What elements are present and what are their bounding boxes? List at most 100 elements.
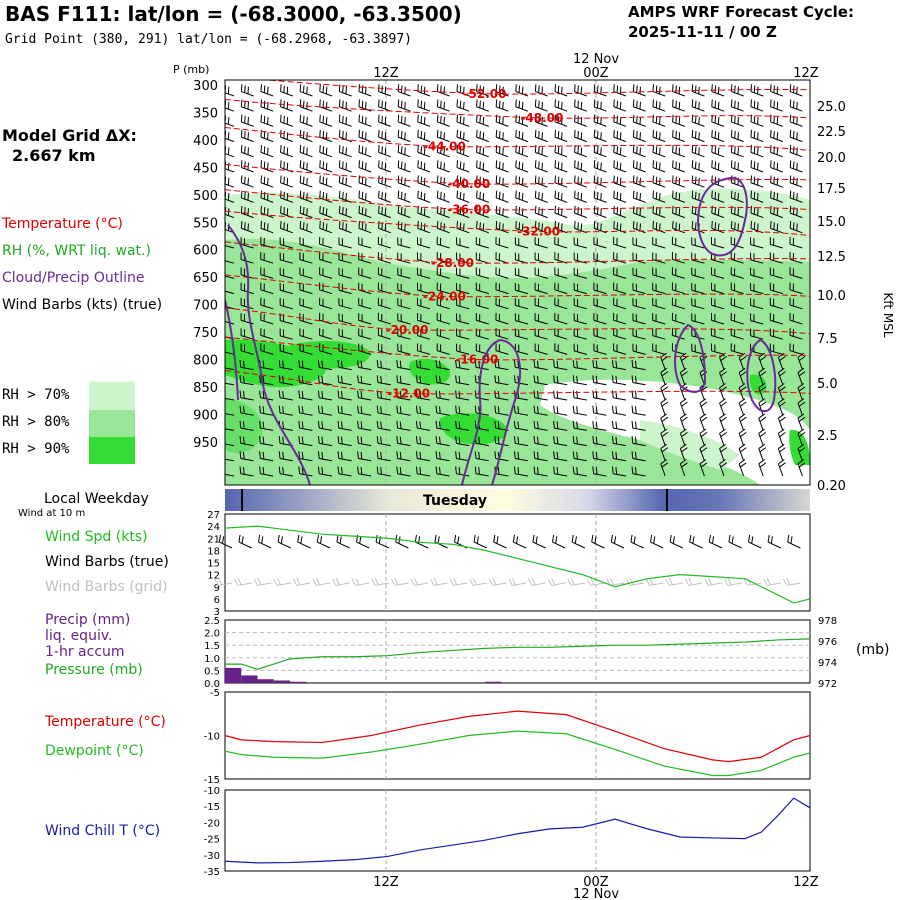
wind-barb bbox=[298, 436, 313, 447]
wind-barb bbox=[574, 129, 587, 143]
wind-barbs-true-label: Wind Barbs (true) bbox=[45, 554, 169, 570]
wind-barb bbox=[672, 190, 685, 203]
precip-tick-label: 2.5 bbox=[204, 616, 220, 627]
wind-barb bbox=[495, 297, 509, 310]
isotherm-label: -20.00 bbox=[386, 323, 429, 337]
height-tick-label: 17.5 bbox=[817, 182, 846, 197]
pressure-axis-title: P (mb) bbox=[173, 63, 209, 76]
wind-barb bbox=[357, 390, 372, 401]
wind-barb bbox=[436, 343, 450, 355]
wind-barb bbox=[797, 383, 806, 401]
wind-barb bbox=[711, 145, 725, 158]
temp-tick-label: -10 bbox=[204, 732, 220, 743]
wind-barb bbox=[435, 466, 450, 477]
wind-barb bbox=[436, 190, 450, 203]
height-tick-label: 5.0 bbox=[817, 377, 838, 392]
wind-barb bbox=[317, 405, 333, 416]
wind-barb bbox=[777, 459, 786, 477]
isotherm-label: -36.00 bbox=[447, 203, 490, 217]
wind-barb bbox=[225, 457, 235, 462]
wind-barb bbox=[547, 578, 566, 586]
wind-barb bbox=[396, 405, 411, 416]
wind-barb bbox=[719, 367, 727, 385]
wind-barb bbox=[378, 205, 391, 219]
wind-barb bbox=[495, 160, 509, 173]
wind-barb bbox=[319, 160, 333, 173]
wind-barb bbox=[533, 466, 548, 477]
wind-barb bbox=[376, 420, 391, 431]
vertical-profile-panel: -52.00 -48.00 -44.00 -40.00 -36.00 -32.00 -28.… bbox=[224, 79, 811, 486]
pressure-right-tick-label: 972 bbox=[818, 679, 837, 690]
wind-barb bbox=[278, 360, 293, 371]
wind-barb bbox=[574, 190, 587, 203]
wind-barb bbox=[260, 282, 274, 295]
isotherm-label: -16.00 bbox=[455, 353, 498, 367]
wind-barb bbox=[378, 114, 391, 127]
wind-barb bbox=[455, 466, 470, 477]
wind-barb bbox=[777, 398, 786, 416]
wind-barb bbox=[415, 466, 431, 477]
wind-tick-label: 27 bbox=[207, 510, 220, 521]
precip-bars bbox=[225, 667, 502, 683]
wind-barb bbox=[299, 114, 313, 127]
wind-barb bbox=[672, 175, 685, 188]
wind-barb bbox=[671, 282, 685, 295]
wind-barb bbox=[436, 282, 450, 295]
wind-barb bbox=[396, 466, 411, 477]
wind-barb bbox=[493, 534, 507, 549]
wind-barb bbox=[417, 145, 431, 158]
legend-rh70-swatch bbox=[89, 382, 135, 410]
wind-barb bbox=[672, 205, 685, 219]
wind-barb bbox=[280, 175, 293, 188]
wind-barb bbox=[214, 578, 233, 586]
wind-barb bbox=[704, 578, 723, 586]
wind-barb bbox=[574, 221, 587, 234]
wind-barb bbox=[750, 145, 764, 158]
wind-barb bbox=[456, 328, 470, 340]
pressure-tick-label: 400 bbox=[193, 134, 218, 149]
wind-barb bbox=[650, 534, 664, 549]
wind-barb bbox=[631, 375, 646, 386]
wind-barb bbox=[652, 129, 666, 143]
wind-barb bbox=[630, 534, 644, 549]
precip-labels: Precip (mm) liq. equiv. 1-hr accum bbox=[45, 612, 130, 660]
wind-barb bbox=[319, 99, 333, 112]
wind-barb bbox=[730, 267, 744, 279]
wind-barb bbox=[758, 383, 767, 401]
wind-barb bbox=[278, 451, 293, 462]
wind-barb bbox=[554, 297, 568, 310]
wind-barb bbox=[455, 436, 470, 447]
wind-barb bbox=[769, 237, 783, 249]
precip-tick-label: 1.0 bbox=[204, 654, 220, 665]
wind-barb bbox=[417, 190, 431, 203]
wind-barb bbox=[260, 252, 274, 264]
wind-barb bbox=[417, 343, 431, 355]
legend-wind-barbs: Wind Barbs (kts) (true) bbox=[2, 297, 163, 313]
precip-bar bbox=[290, 681, 307, 683]
wind-barb bbox=[632, 328, 646, 340]
temp-tick-label: -5 bbox=[210, 688, 220, 699]
wind-barb bbox=[317, 420, 333, 431]
wind-barb bbox=[319, 282, 333, 295]
isotherm-label: -28.00 bbox=[431, 256, 474, 270]
wind-barb bbox=[476, 175, 489, 188]
wind-barb bbox=[298, 390, 313, 401]
cloud-outline-1 bbox=[227, 224, 311, 485]
wind-barb bbox=[338, 99, 352, 112]
wind-barb bbox=[456, 267, 470, 279]
pressure-tick-label: 950 bbox=[193, 436, 218, 451]
wind-barb bbox=[240, 84, 254, 97]
wind-barb bbox=[469, 578, 487, 586]
wind-barb bbox=[611, 375, 627, 386]
wind-barb bbox=[719, 413, 727, 431]
wind-barb bbox=[593, 129, 607, 143]
wind-barb bbox=[319, 236, 333, 249]
wind-barb bbox=[417, 297, 431, 310]
pressure-tick-label: 650 bbox=[193, 271, 218, 286]
wind-barb bbox=[719, 459, 727, 477]
wind-barb bbox=[534, 252, 548, 264]
wind-barb bbox=[711, 297, 725, 310]
wind-barb bbox=[789, 343, 803, 355]
wind-barb bbox=[553, 375, 568, 386]
wind-barb bbox=[494, 405, 509, 416]
